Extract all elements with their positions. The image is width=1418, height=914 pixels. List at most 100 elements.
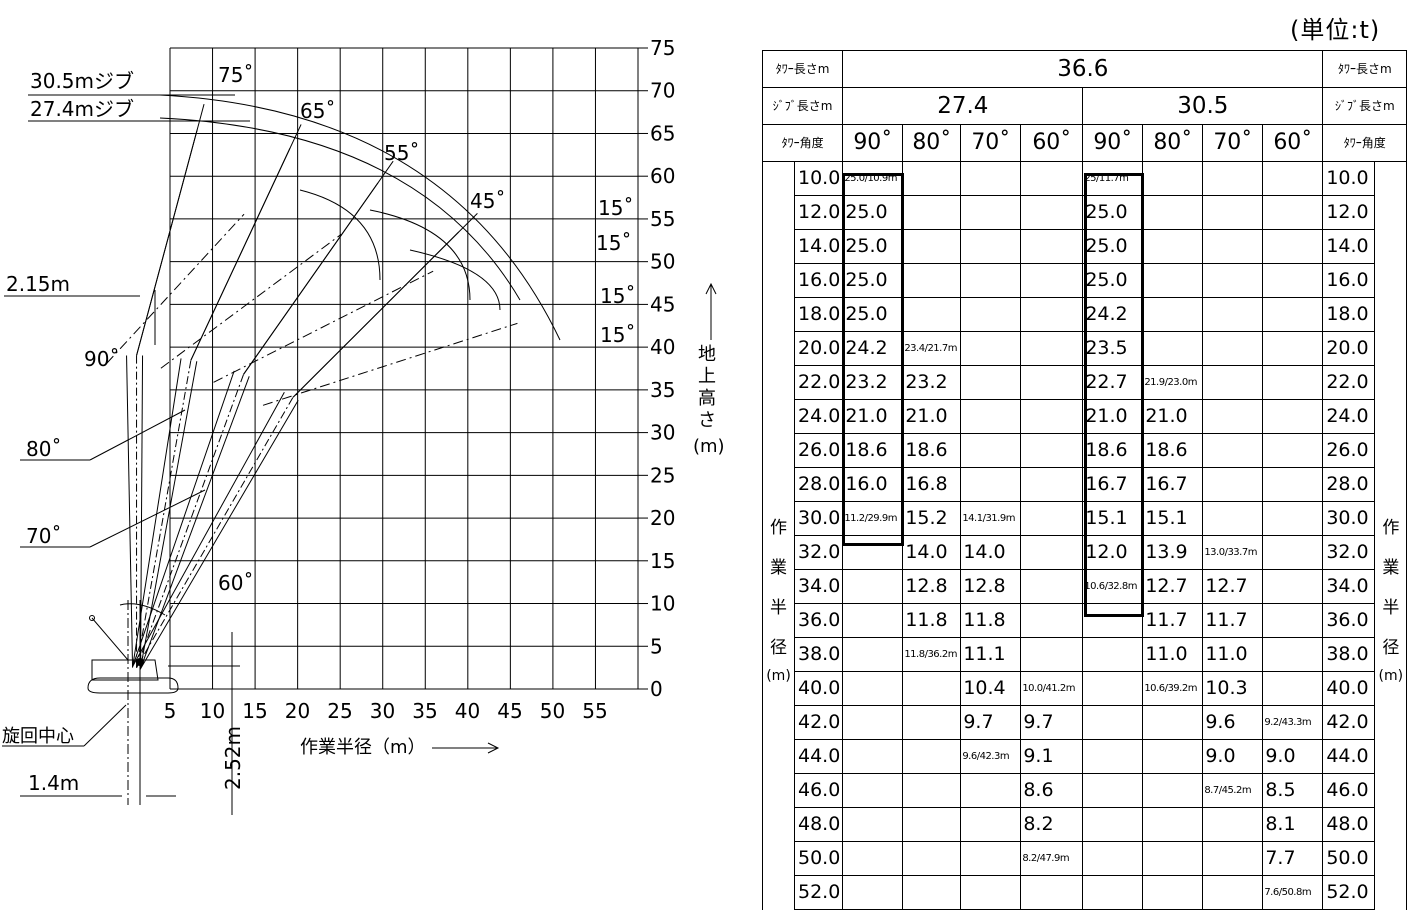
capacity-cell	[842, 773, 904, 808]
capacity-cell	[1262, 501, 1324, 536]
leader-70b	[89, 489, 206, 548]
jib-length-label-right: ｼﾞﾌﾞ長さm	[1322, 87, 1408, 125]
y-tick-label: 0	[650, 677, 663, 701]
tower-edge	[139, 400, 299, 670]
radius-cell: 26.0	[793, 433, 844, 468]
capacity-cell	[842, 841, 904, 876]
capacity-cell	[1020, 263, 1084, 298]
side-label-char: 半	[1382, 597, 1400, 618]
base-arc	[119, 603, 166, 616]
capacity-cell	[902, 161, 962, 196]
capacity-cell	[1082, 671, 1144, 706]
capacity-cell	[960, 875, 1022, 910]
jib-line	[190, 124, 302, 361]
x-tick-label: 25	[327, 699, 352, 723]
y-tick-label: 30	[650, 421, 675, 445]
capacity-cell: 25.0/10.9m	[842, 161, 904, 196]
capacity-cell	[1142, 875, 1204, 910]
y-axis-label-char: 地	[698, 344, 716, 365]
radius-cell-right: 42.0	[1322, 705, 1376, 740]
capacity-cell	[1142, 739, 1204, 774]
capacity-cell: 25.0	[1082, 263, 1144, 298]
capacity-cell: 21.0	[842, 399, 904, 434]
capacity-cell: 7.7	[1262, 841, 1324, 876]
jib-angle-label: 45˚	[470, 189, 505, 213]
x-tick-label: 55	[582, 699, 607, 723]
capacity-cell: 15.1	[1142, 501, 1204, 536]
radius-arc	[409, 249, 501, 311]
capacity-cell	[1262, 433, 1324, 468]
x-tick-label: 50	[540, 699, 565, 723]
capacity-cell: 9.6	[1202, 705, 1264, 740]
y-axis-label-char: 高	[698, 388, 716, 409]
side-label-char: 半	[770, 597, 787, 618]
side-label-char: (m)	[766, 667, 791, 684]
capacity-cell: 10.6/39.2m	[1142, 671, 1204, 706]
capacity-cell	[1202, 263, 1264, 298]
jib-arc-27	[159, 117, 521, 301]
capacity-cell	[1142, 161, 1204, 196]
radius-cell-right: 20.0	[1322, 331, 1376, 366]
jib-line	[243, 160, 394, 375]
radius-cell: 22.0	[793, 365, 844, 400]
capacity-cell: 12.7	[1202, 569, 1264, 604]
capacity-cell	[1082, 603, 1144, 638]
capacity-cell	[1020, 161, 1084, 196]
capacity-cell: 18.6	[902, 433, 962, 468]
capacity-cell: 11.8	[902, 603, 962, 638]
capacity-cell	[1262, 535, 1324, 570]
capacity-cell	[1202, 807, 1264, 842]
capacity-cell: 16.7	[1142, 467, 1204, 502]
capacity-cell: 23.5	[1082, 331, 1144, 366]
capacity-cell	[1020, 331, 1084, 366]
capacity-cell: 25.0	[842, 229, 904, 264]
x-axis-arrowhead	[487, 742, 500, 754]
radius-cell: 50.0	[793, 841, 844, 876]
capacity-cell: 12.7	[1142, 569, 1204, 604]
capacity-cell: 11.0	[1142, 637, 1204, 672]
capacity-cell: 11.2/29.9m	[842, 501, 904, 536]
capacity-cell: 8.5	[1262, 773, 1324, 808]
offset-line	[106, 213, 245, 364]
capacity-cell: 15.1	[1082, 501, 1144, 536]
offset-angle-label: 15˚	[600, 284, 635, 308]
capacity-cell: 22.7	[1082, 365, 1144, 400]
capacity-cell	[1082, 773, 1144, 808]
capacity-cell	[1082, 637, 1144, 672]
capacity-cell: 11.1	[960, 637, 1022, 672]
capacity-cell	[842, 875, 904, 910]
capacity-cell: 24.2	[1082, 297, 1144, 332]
capacity-cell	[842, 705, 904, 740]
capacity-cell: 11.7	[1142, 603, 1204, 638]
capacity-cell	[1020, 229, 1084, 264]
capacity-cell	[960, 331, 1022, 366]
capacity-cell	[1020, 637, 1084, 672]
capacity-cell	[1142, 331, 1204, 366]
y-tick-label: 40	[650, 335, 675, 359]
jib-line	[292, 212, 478, 398]
capacity-cell: 25.0	[842, 297, 904, 332]
radius-cell: 14.0	[793, 229, 844, 264]
crane-mast	[91, 617, 129, 661]
tower-angle-80-label: 80˚	[26, 437, 61, 461]
capacity-cell	[1020, 501, 1084, 536]
x-tick-label: 35	[412, 699, 437, 723]
side-label-char: 業	[770, 557, 787, 578]
tower-edge	[132, 370, 235, 667]
tower-angle-1: 80˚	[902, 124, 962, 162]
capacity-cell	[902, 773, 962, 808]
tower-edge	[140, 355, 144, 668]
capacity-cell	[902, 195, 962, 230]
radius-cell: 44.0	[793, 739, 844, 774]
tower-length-value: 36.6	[842, 50, 1324, 88]
jib-angle-label: 55˚	[384, 141, 419, 165]
dim-foot-height: 2.52m	[221, 726, 245, 790]
side-label-char: (m)	[1378, 667, 1404, 684]
side-label-right: 作業半径 (m)	[1374, 161, 1408, 910]
x-tick-label: 30	[370, 699, 395, 723]
capacity-cell: 11.0	[1202, 637, 1264, 672]
tower-angle-3: 60˚	[1020, 124, 1084, 162]
capacity-cell	[1262, 671, 1324, 706]
capacity-cell	[960, 773, 1022, 808]
capacity-cell	[1020, 433, 1084, 468]
